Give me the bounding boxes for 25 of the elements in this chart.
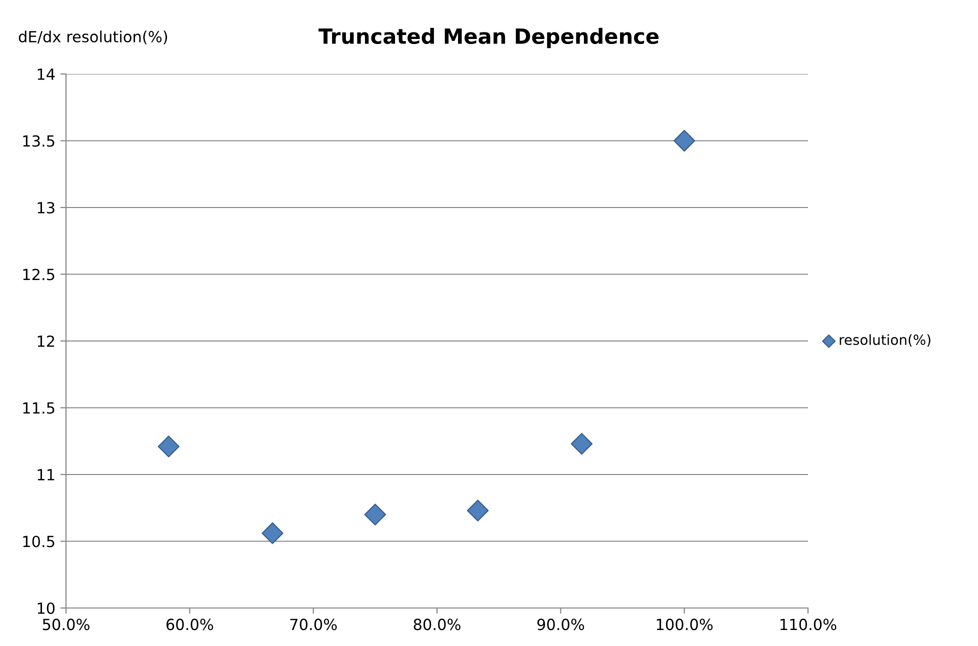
chart-title: Truncated Mean Dependence bbox=[318, 28, 659, 48]
point bbox=[158, 436, 180, 458]
x-tick-label: 80.0% bbox=[414, 618, 460, 630]
y-tick-label: 13 bbox=[38, 202, 54, 214]
point bbox=[364, 504, 386, 526]
y-tick-label: 10 bbox=[38, 602, 55, 614]
y-tick-label: 10.5 bbox=[23, 536, 54, 548]
x-tick-label: 50.0% bbox=[42, 618, 90, 630]
y-tick-label: 13.5 bbox=[23, 135, 54, 147]
x-tick-label: 110.0% bbox=[780, 618, 836, 630]
point bbox=[570, 432, 593, 455]
x-tick-label: 70.0% bbox=[290, 618, 337, 630]
y-tick-label: 14 bbox=[38, 68, 55, 80]
legend-label: resolution(%) bbox=[840, 334, 930, 347]
x-tick-label: 90.0% bbox=[537, 618, 584, 630]
point bbox=[673, 130, 696, 152]
x-tick-label: 100.0% bbox=[656, 618, 713, 630]
y-tick-label: 12 bbox=[38, 335, 54, 347]
y-tick-label: 12.5 bbox=[23, 268, 54, 280]
y-axis-title: dE/dx resolution(%) bbox=[18, 30, 168, 44]
point bbox=[466, 500, 489, 522]
y-tick-label: 11.5 bbox=[23, 402, 54, 414]
point bbox=[262, 522, 284, 544]
x-tick-label: 60.0% bbox=[166, 618, 214, 630]
y-tick-label: 11 bbox=[38, 469, 54, 480]
